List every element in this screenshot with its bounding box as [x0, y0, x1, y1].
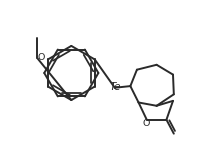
Text: Te: Te	[110, 82, 121, 92]
Text: O: O	[143, 119, 150, 128]
Text: O: O	[38, 53, 45, 62]
